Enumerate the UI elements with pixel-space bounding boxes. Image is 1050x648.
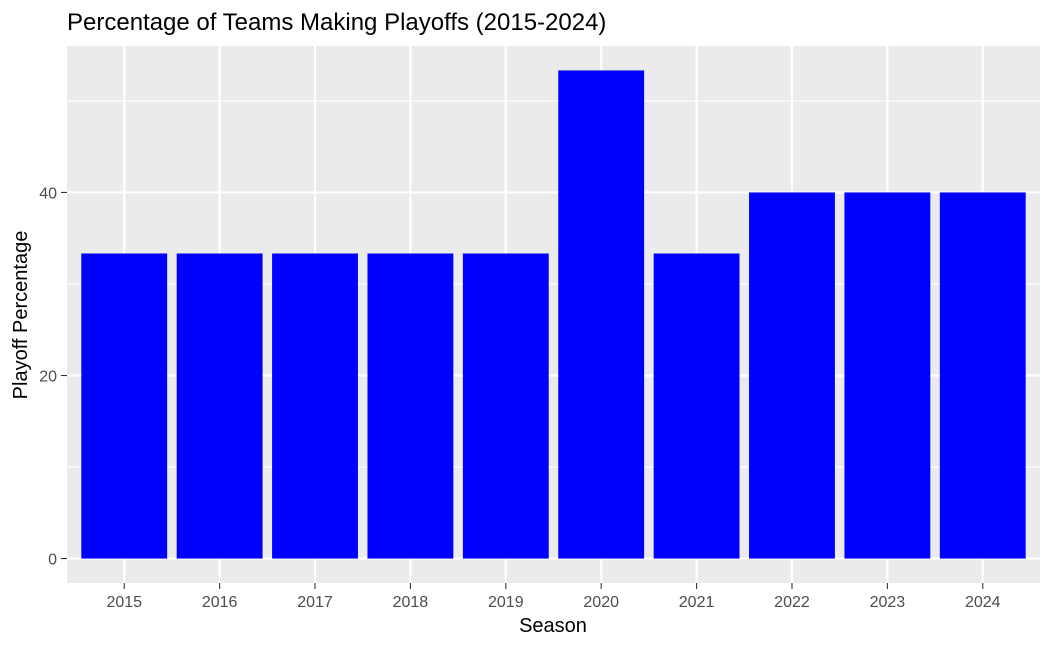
x-tick-label: 2024 xyxy=(965,594,1001,611)
bar-2024 xyxy=(939,192,1026,559)
bar-2015 xyxy=(81,253,168,559)
x-tick-label: 2023 xyxy=(870,594,906,611)
bar-2018 xyxy=(367,253,454,559)
x-tick-label: 2017 xyxy=(297,594,333,611)
bar-2022 xyxy=(749,192,835,559)
x-tick-label: 2015 xyxy=(106,594,142,611)
bar-2019 xyxy=(462,253,549,559)
y-tick-label: 20 xyxy=(39,369,57,386)
bar-2020 xyxy=(558,70,645,559)
x-axis-title: Season xyxy=(519,615,587,637)
x-tick-label: 2019 xyxy=(488,594,524,611)
y-tick-label: 40 xyxy=(39,185,57,202)
x-axis: 2015 2016 2017 2018 2019 2020 2021 2022 2023 2024 xyxy=(106,583,1001,611)
bars xyxy=(81,70,1026,559)
y-tick-label: 0 xyxy=(48,552,57,569)
y-axis: 0 20 40 xyxy=(39,185,67,569)
x-tick-label: 2022 xyxy=(774,594,810,611)
x-tick-label: 2020 xyxy=(583,594,619,611)
x-tick-label: 2021 xyxy=(679,594,715,611)
chart-title: Percentage of Teams Making Playoffs (201… xyxy=(67,9,606,36)
bar-2023 xyxy=(844,192,931,559)
bar-2017 xyxy=(272,253,358,559)
bar-2016 xyxy=(176,253,263,559)
x-tick-label: 2016 xyxy=(202,594,238,611)
y-axis-title: Playoff Percentage xyxy=(10,231,32,400)
bar-2021 xyxy=(653,253,740,559)
x-tick-label: 2018 xyxy=(393,594,429,611)
